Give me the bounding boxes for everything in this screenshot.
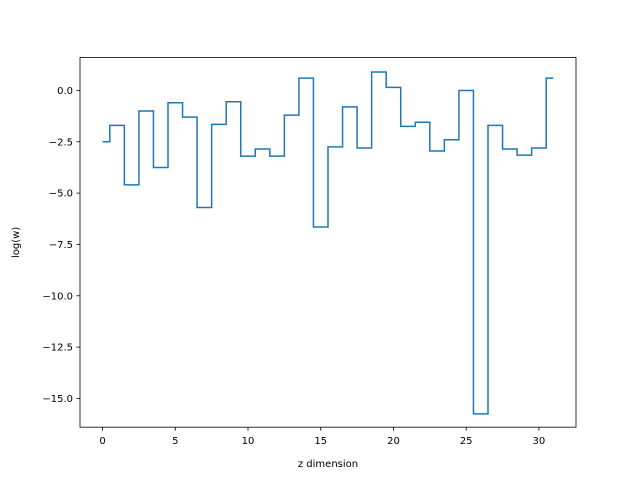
y-axis-label: log(w) bbox=[11, 227, 22, 258]
y-tick-label: −10.0 bbox=[42, 291, 73, 302]
x-tick-label: 10 bbox=[242, 436, 255, 447]
x-tick-label: 5 bbox=[172, 436, 178, 447]
plot-area bbox=[102, 71, 554, 415]
x-tick-label: 30 bbox=[533, 436, 546, 447]
y-tick-label: −2.5 bbox=[49, 137, 73, 148]
axes-frame bbox=[79, 57, 577, 428]
y-tick-label: −5.0 bbox=[49, 189, 73, 200]
x-tick-label: 15 bbox=[314, 436, 327, 447]
y-tick-label: −7.5 bbox=[49, 240, 73, 251]
y-tick-label: −15.0 bbox=[42, 394, 73, 405]
series-step-line bbox=[102, 71, 554, 415]
y-tick-label: 0.0 bbox=[57, 86, 73, 97]
x-tick-label: 0 bbox=[99, 436, 105, 447]
x-axis-label: z dimension bbox=[298, 459, 358, 470]
x-tick-label: 25 bbox=[460, 436, 473, 447]
x-tick-label: 20 bbox=[387, 436, 400, 447]
y-tick-label: −12.5 bbox=[42, 343, 73, 354]
ticks: 0 5 10 15 20 25 30 0.0 −2.5 −5.0 −7.5 −10.0 −12.5 −15… bbox=[42, 86, 545, 447]
